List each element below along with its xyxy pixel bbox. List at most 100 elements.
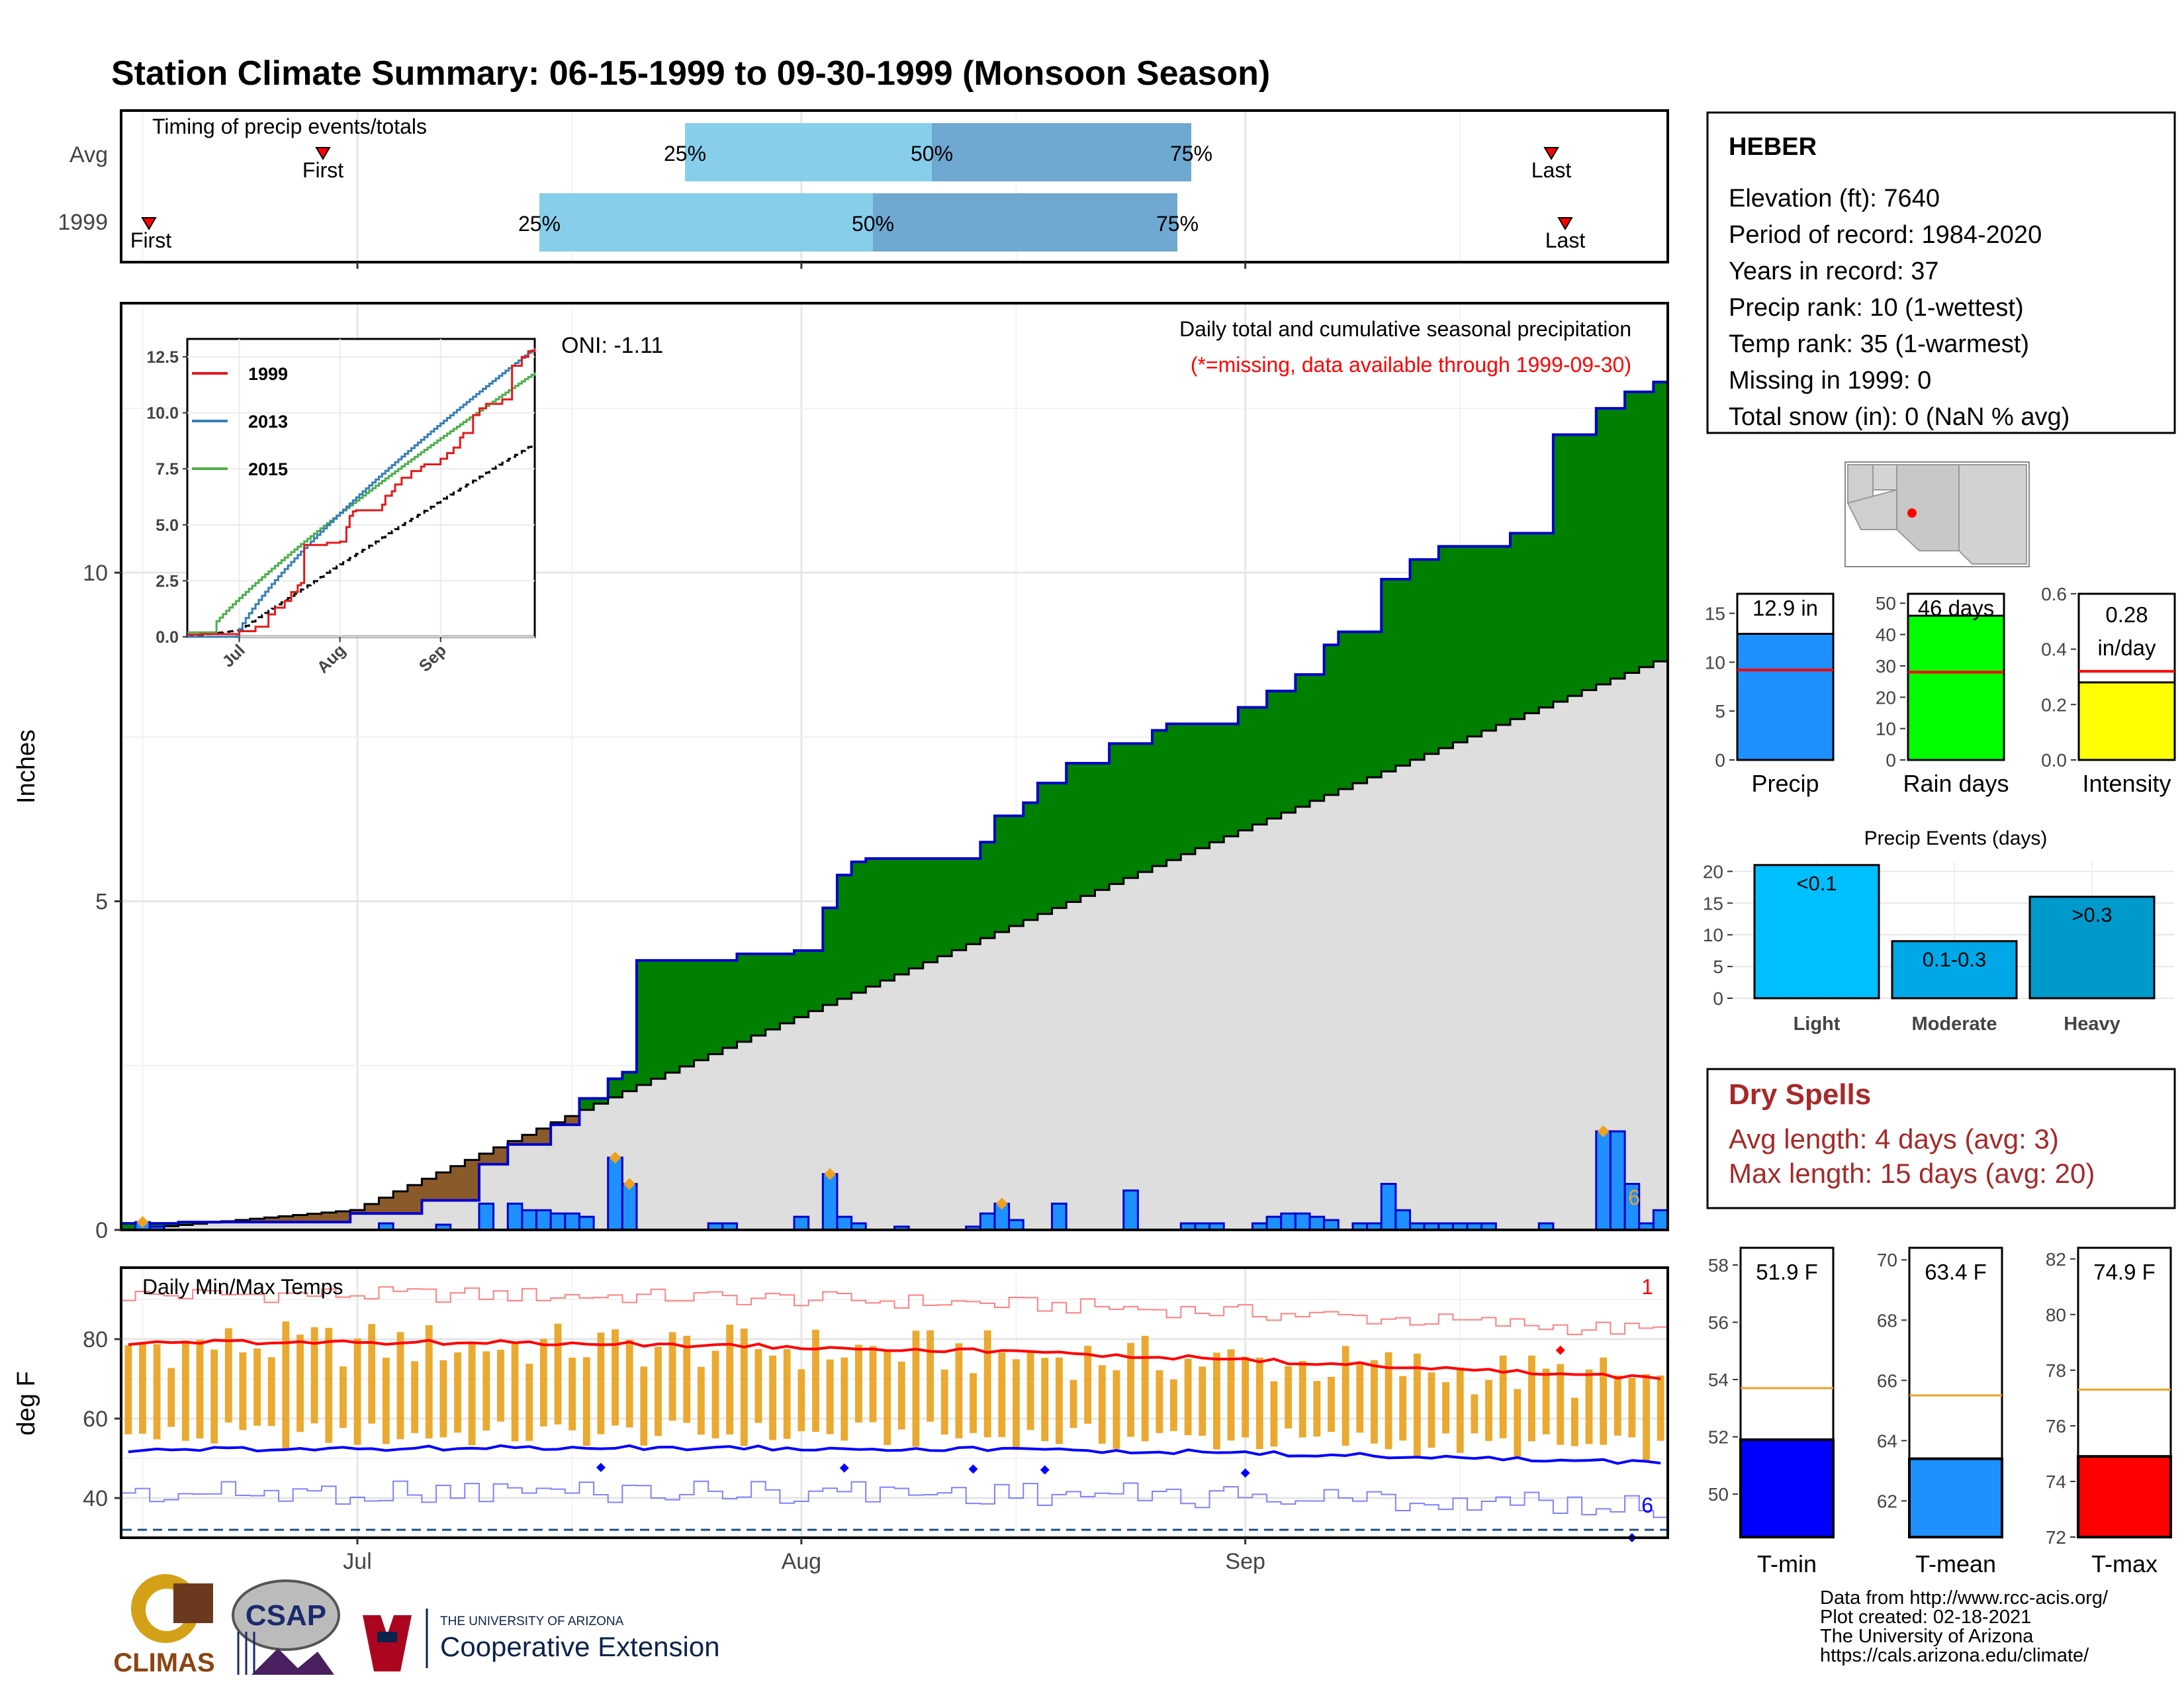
precip-ytick-label: 5 [95, 890, 108, 915]
daily-precip-bar [1265, 1215, 1283, 1231]
summary-bar-value: 12.9 in [1752, 596, 1818, 620]
temp-bar-ytick-label: 56 [1708, 1312, 1729, 1333]
daily-precip-bar [506, 1202, 523, 1231]
daily-temp-range-bar [1600, 1357, 1608, 1445]
temp-bar-value: 74.9 F [2093, 1260, 2156, 1284]
precip-ytick-label: 0 [95, 1218, 108, 1243]
temp-bar-ytick-label: 50 [1708, 1484, 1729, 1505]
daily-temp-range-bar [869, 1346, 877, 1423]
daily-temp-range-bar [1542, 1368, 1550, 1434]
daily-temp-range-bar [439, 1360, 447, 1438]
timing-row-avg-label: Avg [69, 142, 108, 167]
summary-ytick-label: 5 [1715, 701, 1725, 722]
daily-temp-range-bar [1328, 1377, 1335, 1432]
daily-precip-bar [621, 1182, 638, 1231]
summary-ytick-label: 10 [1876, 719, 1896, 739]
inset-line-2013 [187, 348, 536, 638]
record-low-marker [968, 1464, 978, 1474]
daily-temp-range-bar [425, 1325, 433, 1438]
daily-temp-range-bar [912, 1331, 920, 1447]
daily-temp-range-bar [1041, 1358, 1049, 1442]
obs-p75-label: 75% [1156, 212, 1199, 236]
record-marker [1597, 1125, 1610, 1138]
daily-temp-range-bar [1026, 1350, 1034, 1430]
average-cumulative-area [121, 661, 1668, 1230]
daily-temp-range-bar [482, 1351, 490, 1431]
record-low-marker [1240, 1468, 1250, 1478]
daily-temp-range-bar [940, 1369, 948, 1435]
station-info-line: Missing in 1999: 0 [1729, 367, 1931, 395]
daily-temp-range-bar [1013, 1359, 1020, 1450]
temp-bar-ytick-label: 68 [1877, 1310, 1897, 1331]
inset-ytick-label: 2.5 [156, 572, 179, 590]
summary-ytick-label: 0.6 [2041, 584, 2067, 604]
daily-precip-bar [1308, 1215, 1326, 1231]
daily-precip-bar [1652, 1209, 1669, 1231]
obs-last-label: Last [1545, 228, 1586, 252]
events-bar-moderate [1891, 940, 2018, 1000]
inset-average-line [187, 443, 536, 638]
events-bar-light [1753, 864, 1880, 1000]
ua-small-text: THE UNIVERSITY OF ARIZONA [440, 1615, 624, 1628]
daily-temp-range-bar [253, 1348, 261, 1426]
x-tick-label-aug: Aug [782, 1549, 822, 1574]
daily-temp-range-bar [1184, 1358, 1192, 1436]
record-low-marker [839, 1463, 849, 1473]
daily-temp-range-bar [1528, 1355, 1535, 1442]
temp-summary-bars: 50 52 54 56 58 51.9 F T-min 62 64 66 68 70 63.4 F T-m… [1708, 1246, 2172, 1577]
daily-temp-range-bar [267, 1357, 275, 1427]
daily-precip-bar [1008, 1219, 1024, 1231]
daily-temp-range-bar [1628, 1378, 1636, 1438]
avg-p25-label: 25% [664, 142, 706, 165]
daily-temp-range-bar [897, 1361, 905, 1430]
daily-temp-range-bar [353, 1338, 361, 1445]
temp-corner-bottom: 6 [1641, 1493, 1653, 1517]
daily-temp-range-bar [797, 1369, 805, 1432]
summary-bar-label: Precip [1751, 770, 1819, 797]
daily-temp-range-bar [468, 1342, 476, 1446]
daily-temp-range-bar [497, 1350, 504, 1422]
inset-legend-2015: 2015 [248, 459, 288, 479]
inset-ytick-label: 10.0 [146, 404, 179, 423]
summary-ytick-label: 20 [1876, 687, 1896, 708]
summary-ytick-label: 0 [1886, 750, 1896, 771]
timing-label: Timing of precip events/totals [152, 115, 427, 138]
daily-temp-range-bar [1643, 1374, 1650, 1463]
daily-precip-bar [836, 1215, 853, 1231]
daily-temp-range-bar [382, 1357, 390, 1444]
dry-spells-title: Dry Spells [1729, 1078, 1871, 1111]
events-bar-heavy [2028, 896, 2156, 1000]
summary-bar-precip [1736, 633, 1835, 761]
x-tick-label-sep: Sep [1225, 1549, 1265, 1574]
daily-temp-range-bar [1428, 1372, 1435, 1448]
daily-temp-range-bar [841, 1357, 848, 1441]
summary-bar-value: 0.28 [2105, 602, 2148, 627]
summary-ytick-label: 0.2 [2041, 694, 2067, 715]
avg-tmax-line [128, 1338, 1661, 1380]
record-low-marker [596, 1462, 606, 1472]
temp-bar-t-mean [1908, 1457, 2003, 1538]
obs-q2-q3-bar [873, 193, 1177, 252]
events-bar-label: Heavy [2064, 1013, 2120, 1035]
temp-bar-ytick-label: 58 [1708, 1255, 1729, 1276]
avg-p50-label: 50% [911, 142, 953, 165]
daily-temp-range-bar [1514, 1389, 1522, 1458]
temp-ytick-label: 60 [83, 1407, 108, 1432]
daily-temp-range-bar [1385, 1352, 1392, 1450]
temp-bar-ytick-label: 82 [2046, 1249, 2066, 1270]
events-bar-text: <0.1 [1796, 872, 1837, 895]
summary-bar-label: Rain days [1903, 770, 2009, 797]
footer-line-4: https://cals.arizona.edu/climate/ [1820, 1645, 2089, 1666]
footer-line-3: The University of Arizona [1820, 1626, 2034, 1647]
timing-row-1999-label: 1999 [58, 210, 108, 235]
daily-temp-range-bar [769, 1355, 776, 1440]
daily-precip-bar [1380, 1182, 1397, 1231]
inset-ytick-label: 12.5 [146, 348, 179, 367]
station-name: HEBER [1729, 133, 1817, 161]
daily-temp-range-bar [454, 1352, 461, 1433]
precip-corner-count: 6 [1628, 1186, 1640, 1209]
temp-bar-label: T-max [2091, 1550, 2158, 1577]
inset-ytick-label: 0.0 [156, 628, 179, 647]
daily-temp-range-bar [396, 1332, 404, 1440]
daily-temp-range-bar [1141, 1335, 1149, 1442]
